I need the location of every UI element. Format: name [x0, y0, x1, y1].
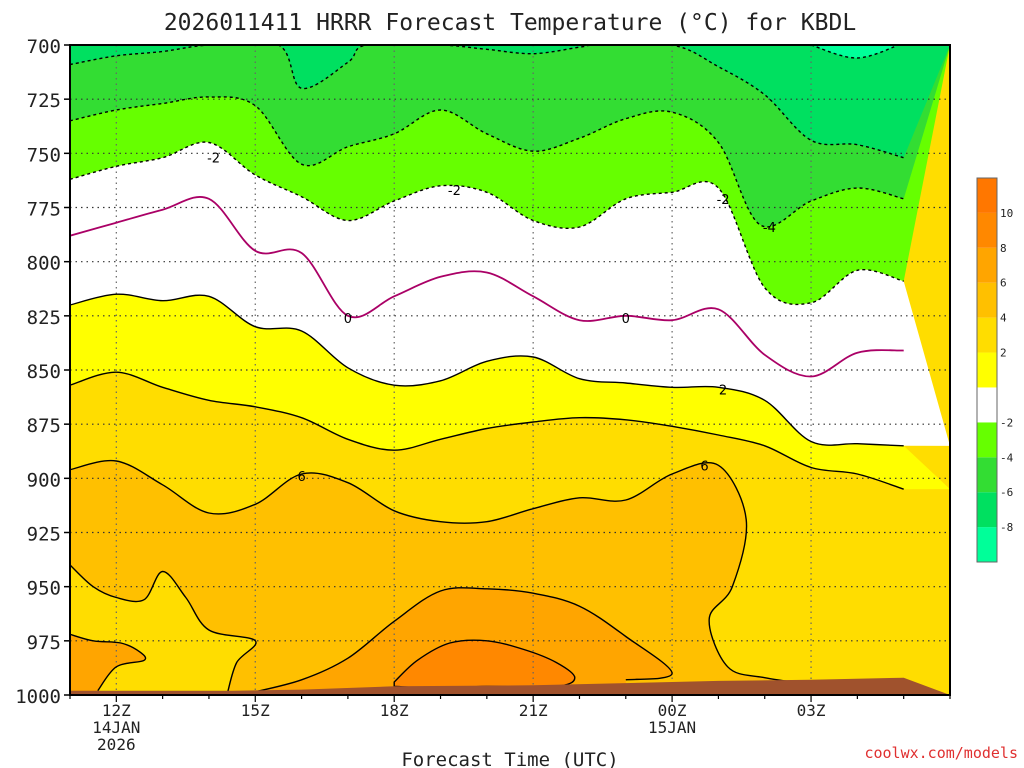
- band-6-to-8: [70, 460, 950, 695]
- contour-line-6: [70, 459, 812, 685]
- colorbar-label: 4: [1000, 312, 1007, 325]
- watermark: coolwx.com/models: [864, 744, 1018, 762]
- contour-line-minus8: [810, 45, 901, 59]
- y-tick-label: 1000: [15, 686, 61, 708]
- contour-label-text: 0: [622, 312, 630, 327]
- contour-line-4: [70, 371, 904, 490]
- ground-fill: [70, 677, 950, 695]
- x-tick-label: 15JAN: [648, 718, 696, 737]
- contour-line-minus6: [70, 45, 904, 159]
- colorbar-label: -2: [1000, 416, 1013, 429]
- y-tick-label: 950: [27, 578, 61, 600]
- x-tick-label: 12Z: [102, 701, 131, 720]
- y-tick-label: 700: [27, 36, 61, 58]
- band-8-to-10: [70, 634, 146, 695]
- contour-label: 0: [622, 312, 630, 327]
- x-axis-label: Forecast Time (UTC): [401, 749, 618, 768]
- band-10-to-12: [394, 640, 575, 689]
- colorbar-label: 6: [1000, 277, 1007, 290]
- contour-label-text: 0: [344, 312, 352, 327]
- y-tick-label: 925: [27, 524, 61, 546]
- colorbar-swatch: [977, 212, 997, 248]
- contour-label: 6: [297, 470, 305, 485]
- colorbar-label: 10: [1000, 207, 1013, 220]
- colorbar-label: 2: [1000, 347, 1007, 360]
- colorbar-frame: [976, 177, 998, 563]
- contour-label: 0: [344, 312, 352, 327]
- y-tick-label: 725: [27, 90, 61, 112]
- x-tick-label: 00Z: [658, 701, 687, 720]
- contour-label-text: -2: [448, 184, 461, 199]
- contour-label-text: -2: [207, 152, 220, 167]
- contour-line-6: [70, 564, 257, 694]
- contour-label-text: -4: [763, 221, 776, 236]
- y-tick-label: 775: [27, 199, 61, 221]
- chart-title: 2026011411 HRRR Forecast Temperature (°C…: [164, 10, 856, 36]
- contour-label: -2: [448, 184, 461, 199]
- y-tick-label: 875: [27, 415, 61, 437]
- y-tick-label: 975: [27, 632, 61, 654]
- y-axis: 700 725 750 775 800 825 850 875 900 925 950 975 1000: [15, 36, 70, 708]
- y-tick-label: 850: [27, 361, 61, 383]
- colorbar-swatch: [977, 282, 997, 318]
- colorbar-swatch: [977, 457, 997, 493]
- contour-label: -4: [763, 221, 776, 236]
- x-tick-label: 14JAN: [92, 718, 140, 737]
- contour-line-8: [250, 587, 673, 694]
- contour-label: 2: [719, 384, 727, 399]
- colorbar-swatch: [977, 247, 997, 283]
- contour-line-minus2: [70, 141, 904, 306]
- contour-label-text: 6: [700, 459, 708, 474]
- x-tick-label: 21Z: [519, 701, 548, 720]
- colorbar-label: -4: [1000, 451, 1014, 464]
- contour-label: -2: [207, 152, 220, 167]
- colorbar-label: -8: [1000, 521, 1013, 534]
- x-tick-label: 03Z: [797, 701, 826, 720]
- contour-line-2: [70, 293, 904, 447]
- contour-label-text: 6: [297, 470, 305, 485]
- colorbar-swatch: [977, 352, 997, 388]
- x-tick-label: 18Z: [380, 701, 409, 720]
- contour-labels: -2 -2 -2 -4 0 0 2 6 6: [207, 152, 776, 485]
- contour-line-minus4: [70, 96, 904, 228]
- colorbar-label: -6: [1000, 486, 1013, 499]
- contour-label: -2: [717, 193, 730, 208]
- contour-label: 6: [700, 459, 708, 474]
- ground-layer: [70, 677, 950, 695]
- colorbar-swatch: [977, 317, 997, 353]
- contour-label-text: -2: [717, 193, 730, 208]
- x-tick-label: 15Z: [241, 701, 270, 720]
- contour-label-text: 2: [719, 384, 727, 399]
- x-tick-label: 2026: [97, 735, 136, 754]
- contour-line-0: [70, 196, 904, 378]
- plot-area-fill: [70, 45, 950, 695]
- colorbar-label: 8: [1000, 242, 1007, 255]
- colorbar-swatch: [977, 178, 997, 213]
- colorbar-swatch: [977, 422, 997, 458]
- colorbar-swatch: [977, 387, 997, 423]
- colorbar-swatch: [977, 527, 997, 562]
- colorbar-legend: -8 -6 -4 -2 2 4 6 8 10: [976, 177, 1014, 563]
- grid: [70, 45, 950, 695]
- y-tick-label: 825: [27, 307, 61, 329]
- contour-line-8: [70, 633, 147, 692]
- y-tick-label: 800: [27, 253, 61, 275]
- band-below-minus8: [811, 45, 950, 59]
- band-minus6-to-minus4: [70, 45, 950, 227]
- band-2-to-4: [70, 294, 950, 490]
- colorbar-swatch: [977, 492, 997, 528]
- y-tick-label: 750: [27, 144, 61, 166]
- y-tick-label: 900: [27, 469, 61, 491]
